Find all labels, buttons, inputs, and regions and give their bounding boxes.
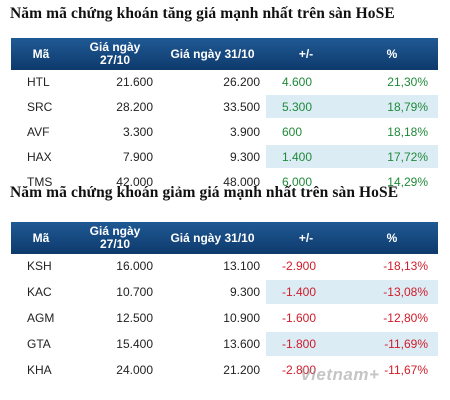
losers-header-row: Mã Giá ngày 27/10 Giá ngày 31/10 +/- % [11, 222, 438, 254]
price-2710: 10.700 [71, 279, 159, 306]
losers-title: Năm mã chứng khoán giảm giá mạnh nhất tr… [10, 184, 399, 201]
stock-code: HAX [11, 144, 71, 170]
watermark-logo: Vietnam+ [300, 365, 380, 384]
price-change: 5.300 [266, 94, 346, 120]
price-change: -2.800 [266, 357, 346, 384]
gainers-title: Năm mã chứng khoán tăng giá mạnh nhất tr… [10, 5, 395, 22]
price-3110: 3.900 [159, 119, 266, 145]
price-change: -1.400 [266, 279, 346, 306]
percent-change: -18,13% [346, 254, 438, 280]
header-price-2710: Giá ngày 27/10 [71, 38, 159, 70]
stock-code: HTL [11, 70, 71, 95]
price-3110: 26.200 [159, 70, 266, 95]
table-row: GTA 15.400 13.600 -1.800 -11,69% [11, 331, 438, 358]
price-change: -2.900 [266, 254, 346, 280]
header-price-2710-text: Giá ngày 27/10 [89, 40, 141, 67]
table-row: HAX 7.900 9.300 1.400 17,72% [11, 144, 438, 170]
losers-table: Mã Giá ngày 27/10 Giá ngày 31/10 +/- % K… [11, 222, 438, 384]
table-row: AGM 12.500 10.900 -1.600 -12,80% [11, 305, 438, 332]
header-ma: Mã [11, 222, 71, 254]
price-2710: 24.000 [71, 357, 159, 384]
header-percent: % [346, 38, 438, 70]
price-2710: 3.300 [71, 119, 159, 145]
price-2710: 12.500 [71, 305, 159, 332]
header-price-3110: Giá ngày 31/10 [159, 222, 266, 254]
gainers-table: Mã Giá ngày 27/10 Giá ngày 31/10 +/- % H… [11, 38, 438, 195]
table-row: KSH 16.000 13.100 -2.900 -18,13% [11, 254, 438, 280]
table-row: TMS 42.000 48.000 6.000 14,29% [11, 169, 438, 195]
price-2710: 42.000 [71, 169, 159, 195]
stock-code: AGM [11, 305, 71, 332]
price-3110: 33.500 [159, 94, 266, 120]
price-3110: 13.100 [159, 254, 266, 280]
percent-change: -11,69% [346, 331, 438, 358]
price-change: 1.400 [266, 144, 346, 170]
price-change: 600 [266, 119, 346, 145]
price-2710: 28.200 [71, 94, 159, 120]
percent-change: 21,30% [346, 70, 438, 95]
stock-code: GTA [11, 331, 71, 358]
header-price-2710-text: Giá ngày 27/10 [89, 224, 141, 251]
gainers-header-row: Mã Giá ngày 27/10 Giá ngày 31/10 +/- % [11, 38, 438, 70]
table-row: SRC 28.200 33.500 5.300 18,79% [11, 94, 438, 120]
price-2710: 7.900 [71, 144, 159, 170]
price-3110: 13.600 [159, 331, 266, 358]
table-row: KHA 24.000 21.200 -2.800 -11,67% [11, 357, 438, 384]
percent-change: 14,29% [346, 169, 438, 195]
table-row: AVF 3.300 3.900 600 18,18% [11, 119, 438, 145]
table-row: KAC 10.700 9.300 -1.400 -13,08% [11, 279, 438, 306]
header-price-3110-text: Giá ngày 31/10 [170, 46, 255, 61]
price-3110: 10.900 [159, 305, 266, 332]
header-change: +/- [266, 222, 346, 254]
header-percent: % [346, 222, 438, 254]
header-price-3110: Giá ngày 31/10 [159, 38, 266, 70]
stock-code: SRC [11, 94, 71, 120]
stock-code: TMS [11, 169, 71, 195]
stock-code: KHA [11, 357, 71, 384]
header-ma: Mã [11, 38, 71, 70]
header-price-2710: Giá ngày 27/10 [71, 222, 159, 254]
price-3110: 9.300 [159, 279, 266, 306]
stock-code: KSH [11, 254, 71, 280]
header-change: +/- [266, 38, 346, 70]
percent-change: -12,80% [346, 305, 438, 332]
price-change: -1.800 [266, 331, 346, 358]
price-change: 4.600 [266, 70, 346, 95]
price-3110: 48.000 [159, 169, 266, 195]
price-2710: 16.000 [71, 254, 159, 280]
price-change: -1.600 [266, 305, 346, 332]
percent-change: -11,67% [346, 357, 438, 384]
stock-code: AVF [11, 119, 71, 145]
percent-change: 17,72% [346, 144, 438, 170]
price-3110: 21.200 [159, 357, 266, 384]
table-row: HTL 21.600 26.200 4.600 21,30% [11, 70, 438, 95]
price-change: 6.000 [266, 169, 346, 195]
percent-change: 18,79% [346, 94, 438, 120]
price-2710: 21.600 [71, 70, 159, 95]
percent-change: 18,18% [346, 119, 438, 145]
percent-change: -13,08% [346, 279, 438, 306]
stock-code: KAC [11, 279, 71, 306]
price-3110: 9.300 [159, 144, 266, 170]
price-2710: 15.400 [71, 331, 159, 358]
